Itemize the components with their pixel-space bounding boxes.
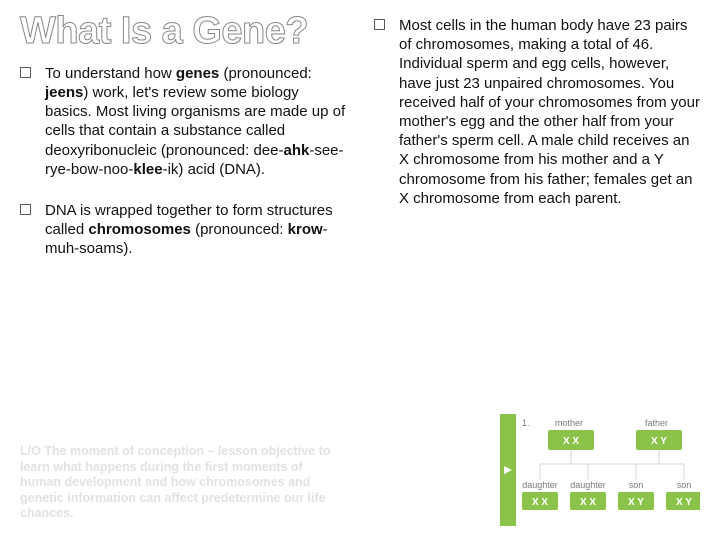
svg-text:daughter: daughter xyxy=(570,480,606,490)
svg-text:X X: X X xyxy=(532,497,548,508)
bullet-text: To understand how genes (pronounced: jee… xyxy=(45,64,346,179)
svg-text:father: father xyxy=(645,418,668,428)
checkbox-icon xyxy=(20,204,31,215)
svg-text:mother: mother xyxy=(555,418,583,428)
child-0: daughter X X xyxy=(522,480,558,510)
bullet-text: Most cells in the human body have 23 pai… xyxy=(399,16,700,208)
svg-text:X Y: X Y xyxy=(628,497,644,508)
svg-text:son: son xyxy=(677,480,692,490)
svg-text:X Y: X Y xyxy=(676,497,692,508)
inheritance-diagram: 1. mother X X father X Y xyxy=(500,414,700,526)
child-3: son X Y xyxy=(666,480,700,510)
columns: What Is a Gene? To understand how genes … xyxy=(20,12,700,526)
child-2: son X Y xyxy=(618,480,654,510)
svg-text:son: son xyxy=(629,480,644,490)
checkbox-icon xyxy=(374,19,385,30)
page-title: What Is a Gene? xyxy=(20,12,346,52)
svg-text:X X: X X xyxy=(563,436,579,447)
svg-text:X Y: X Y xyxy=(651,436,667,447)
child-1: daughter X X xyxy=(570,480,606,510)
checkbox-icon xyxy=(20,67,31,78)
footer-note: L/O The moment of conception – lesson ob… xyxy=(20,444,340,522)
svg-text:daughter: daughter xyxy=(522,480,558,490)
bullet-text: DNA is wrapped together to form structur… xyxy=(45,201,346,259)
list-item: Most cells in the human body have 23 pai… xyxy=(374,16,700,208)
svg-text:1.: 1. xyxy=(522,418,530,428)
svg-text:X X: X X xyxy=(580,497,596,508)
list-item: To understand how genes (pronounced: jee… xyxy=(20,64,346,179)
slide: What Is a Gene? To understand how genes … xyxy=(0,0,720,540)
list-item: DNA is wrapped together to form structur… xyxy=(20,201,346,259)
left-column: What Is a Gene? To understand how genes … xyxy=(20,12,346,526)
right-column: Most cells in the human body have 23 pai… xyxy=(374,12,700,526)
